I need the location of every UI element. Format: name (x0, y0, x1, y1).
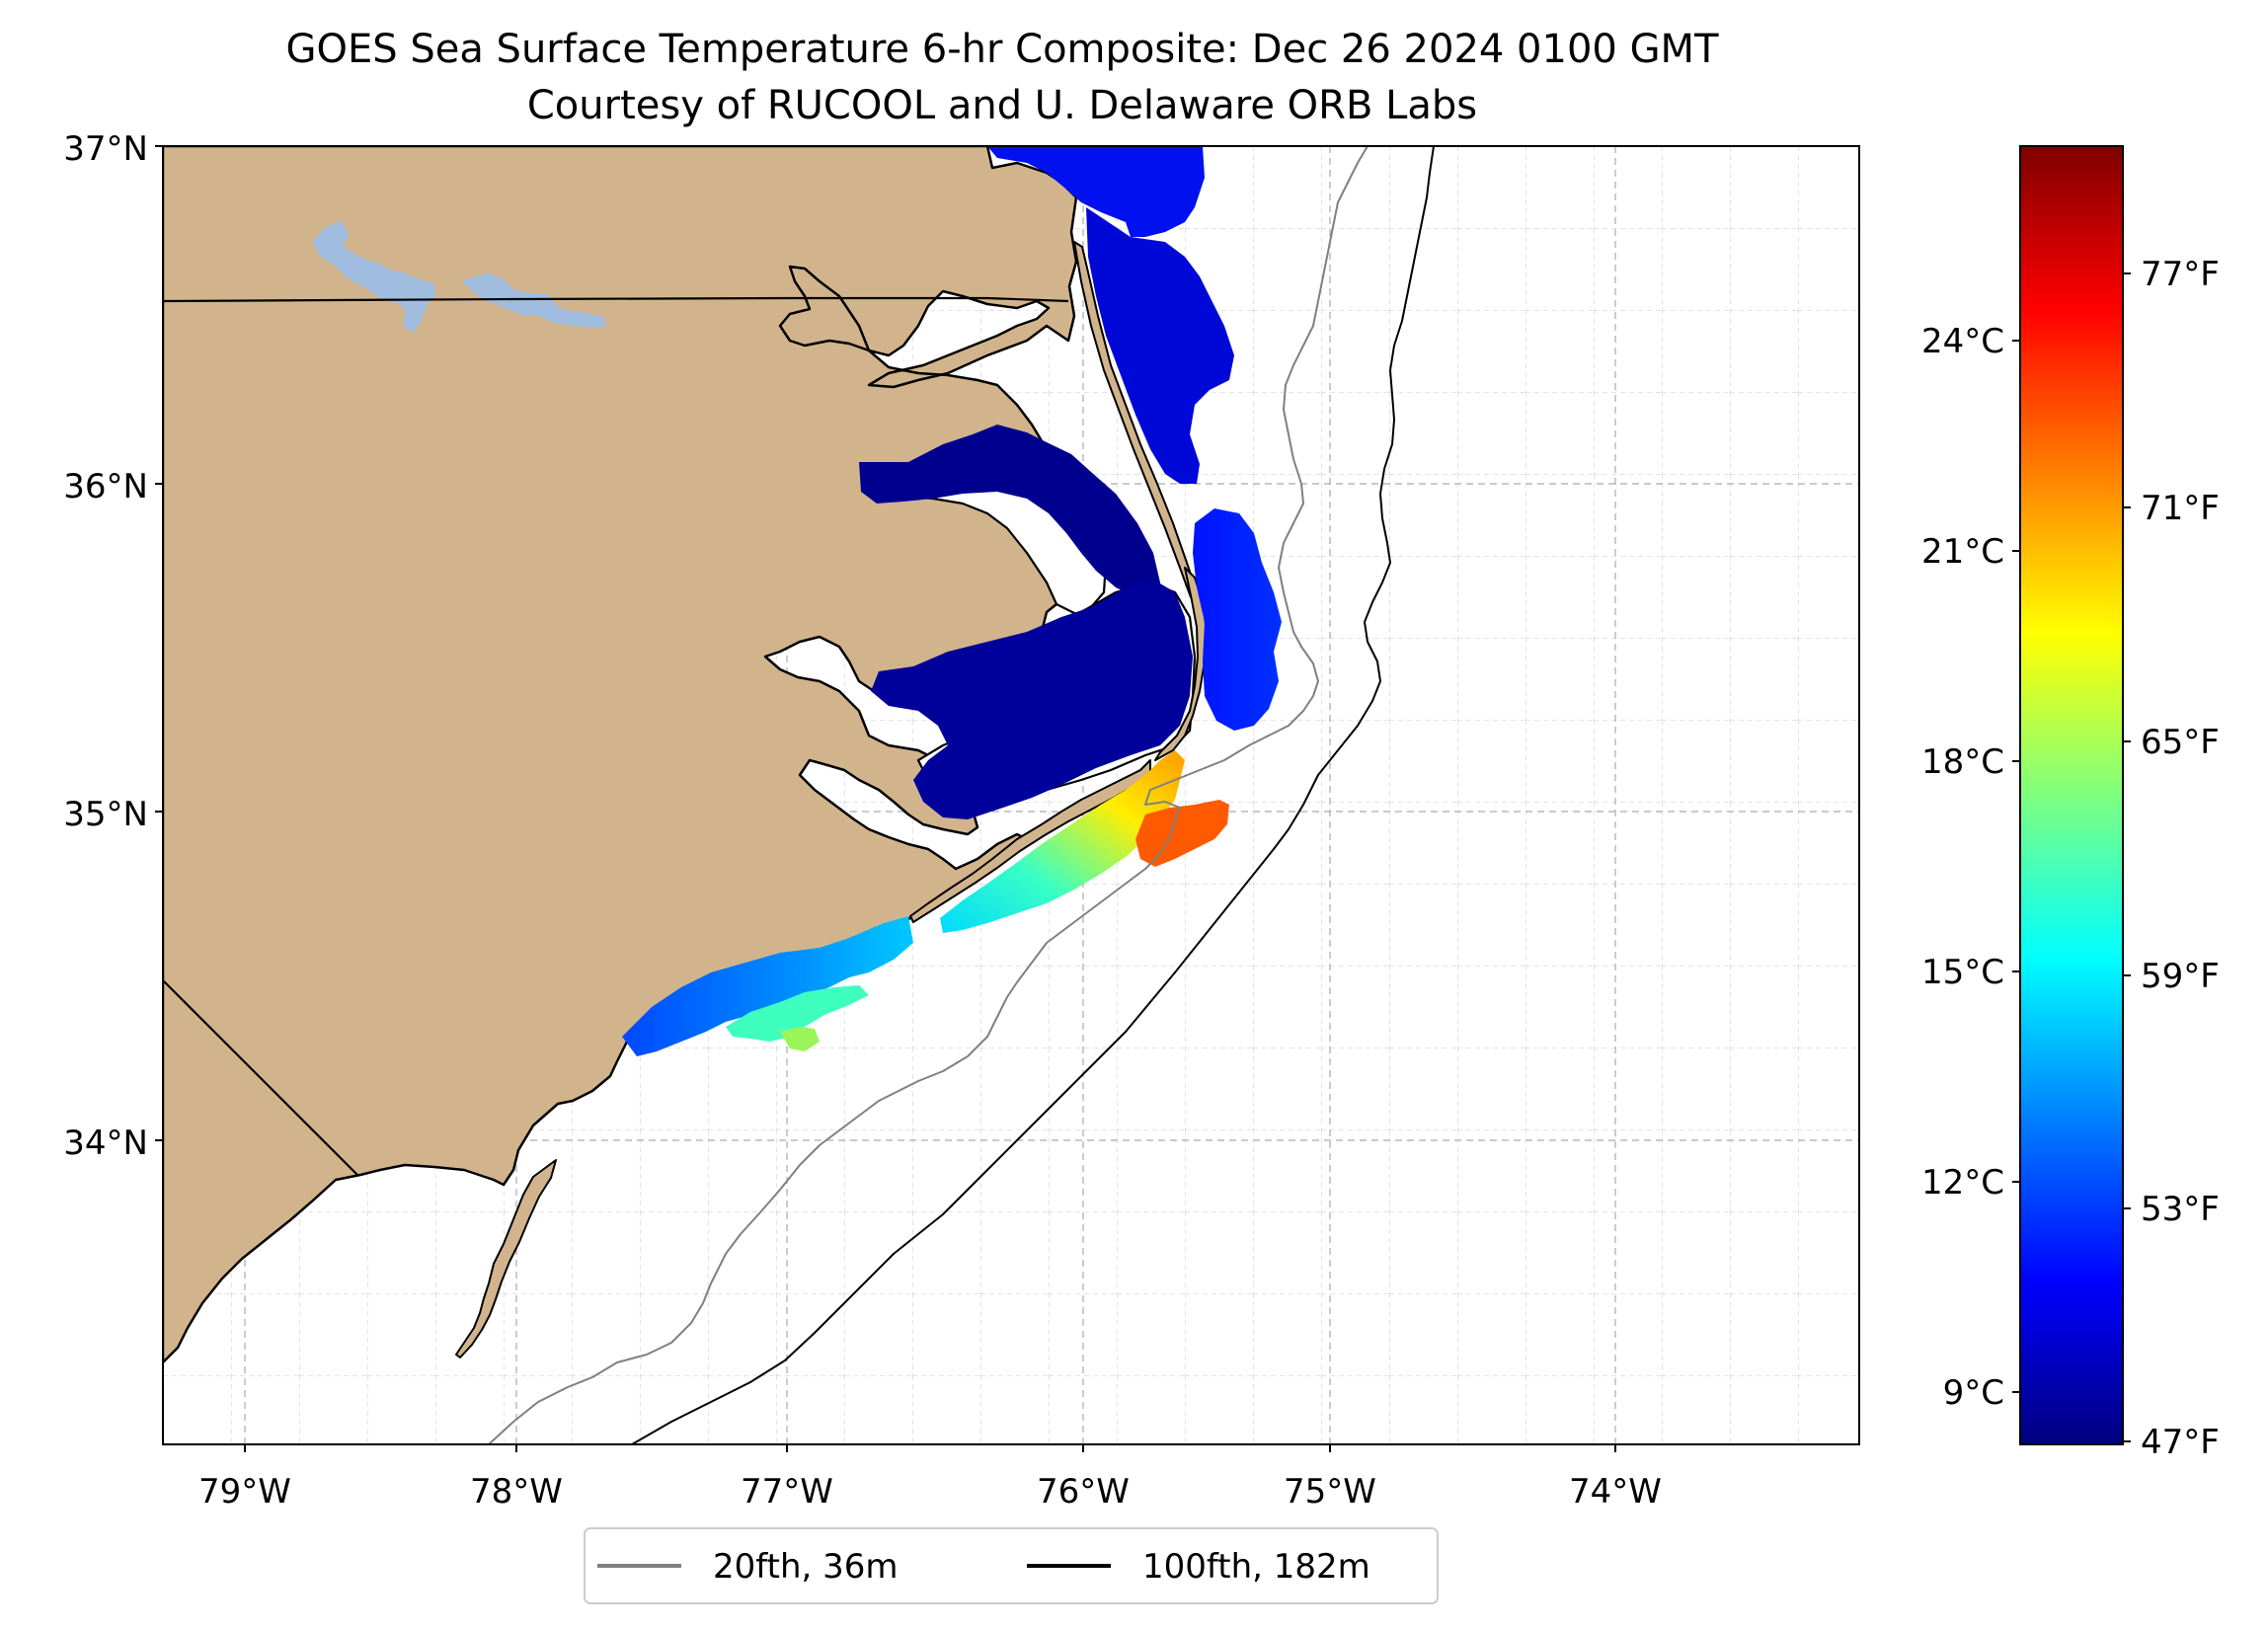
celsius-tick-15: 15°C (1921, 953, 2004, 992)
sst-onslow-nearshore (622, 916, 913, 1056)
state-boundaries (163, 296, 1069, 1176)
fahrenheit-tick-47: 47°F (2141, 1423, 2220, 1462)
sst-northern-coastal (987, 146, 1205, 237)
colorbar: 9°C 12°C 15°C 18°C 21°C 24°C 47°F 53°F 5… (1921, 145, 2220, 1462)
celsius-tick-21: 21°C (1921, 532, 2004, 572)
sst-onslow-outer (780, 1027, 820, 1051)
legend-label-20fth: 20fth, 36m (713, 1547, 899, 1587)
colorbar-celsius-axis: 9°C 12°C 15°C 18°C 21°C 24°C (1921, 322, 2020, 1413)
celsius-tick-18: 18°C (1921, 742, 2004, 782)
sst-data (622, 146, 1282, 1056)
map-area (163, 146, 1859, 1444)
latitude-axis: 37°N 36°N 35°N 34°N (63, 129, 163, 1163)
lat-label-37: 37°N (63, 129, 148, 169)
map-subtitle: Courtesy of RUCOOL and U. Delaware ORB L… (527, 83, 1477, 128)
lat-label-34: 34°N (63, 1124, 148, 1163)
lon-label-77: 77°W (741, 1472, 833, 1512)
nc-sc-border (163, 979, 358, 1176)
legend-box (584, 1527, 1439, 1604)
celsius-tick-12: 12°C (1921, 1163, 2004, 1203)
map-frame (162, 145, 1860, 1445)
lon-label-75: 75°W (1284, 1472, 1376, 1512)
lon-label-74: 74°W (1569, 1472, 1662, 1512)
lat-label-36: 36°N (63, 467, 148, 506)
lon-label-79: 79°W (198, 1472, 291, 1512)
map-title: GOES Sea Surface Temperature 6-hr Compos… (285, 27, 1719, 72)
fahrenheit-tick-71: 71°F (2141, 489, 2220, 528)
celsius-tick-24: 24°C (1921, 322, 2004, 361)
sst-onslow-mid (726, 985, 869, 1042)
sst-hatteras-offshore (1193, 508, 1282, 731)
lat-label-35: 35°N (63, 795, 148, 834)
sst-gulf-stream-edge (1135, 800, 1229, 867)
lon-label-78: 78°W (470, 1472, 563, 1512)
fahrenheit-tick-77: 77°F (2141, 255, 2220, 294)
legend-label-100fth: 100fth, 182m (1142, 1547, 1370, 1587)
fahrenheit-tick-65: 65°F (2141, 723, 2220, 762)
celsius-tick-9: 9°C (1943, 1373, 2004, 1413)
isobath-20fth (488, 146, 1369, 1444)
longitude-axis: 79°W 78°W 77°W 76°W 75°W 74°W (198, 1444, 1662, 1512)
fahrenheit-tick-53: 53°F (2141, 1190, 2220, 1229)
cape-fear-area (455, 1159, 557, 1358)
colorbar-gradient (2019, 145, 2124, 1445)
nc-va-border (163, 296, 1069, 303)
sst-pamlico (871, 578, 1193, 819)
sst-albemarle (859, 425, 1160, 602)
ocracoke-core-banks (909, 759, 1151, 923)
sst-currituck-nearshore (1086, 207, 1234, 484)
fahrenheit-tick-59: 59°F (2141, 957, 2220, 996)
lon-label-76: 76°W (1037, 1472, 1130, 1512)
colorbar-fahrenheit-axis: 47°F 53°F 59°F 65°F 71°F 77°F (2123, 255, 2220, 1462)
legend: 20fth, 36m 100fth, 182m (584, 1527, 1439, 1604)
sst-raleigh-bay (940, 750, 1185, 933)
isobath-100fth (631, 146, 1435, 1444)
